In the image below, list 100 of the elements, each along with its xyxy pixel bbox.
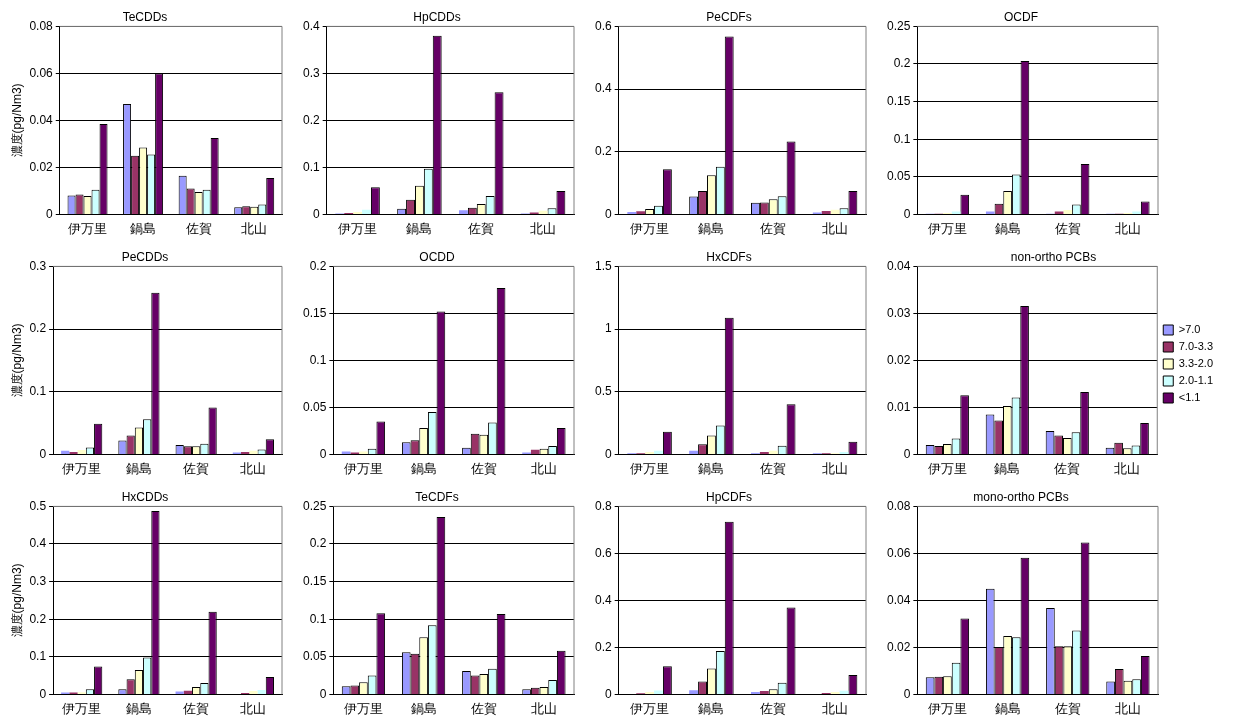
bar: [985, 211, 995, 214]
y-tick-label: 0.6: [594, 18, 612, 33]
x-tick-label: 北山: [822, 220, 849, 236]
y-tick-label: 0.05: [303, 649, 327, 664]
x-tick-label: 鍋島: [698, 220, 725, 236]
bar: [241, 451, 250, 454]
x-tick-label: 伊万里: [62, 460, 102, 476]
y-tick-label: 0.1: [893, 131, 911, 146]
y-axis-title: 濃度(pg/Nm3): [9, 323, 24, 398]
y-tick-label: 0: [903, 206, 911, 221]
x-tick-label: 鍋島: [125, 700, 152, 716]
bar: [759, 451, 769, 454]
bar: [175, 691, 184, 694]
x-tick-label: 伊万里: [62, 700, 102, 716]
chart-title: PeCDDs: [121, 249, 169, 264]
y-tick-label: 0.1: [309, 352, 327, 367]
x-tick-label: 北山: [822, 460, 849, 476]
x-tick-label: 北山: [530, 700, 557, 716]
y-tick-label: 0.15: [303, 573, 327, 588]
legend-label: 7.0-3.3: [1178, 340, 1213, 353]
bar: [636, 211, 646, 214]
y-tick-label: 0.1: [302, 159, 320, 174]
x-tick-label: 佐賀: [760, 220, 787, 236]
chart-title: HpCDFs: [705, 489, 753, 504]
y-tick-label: 0.05: [887, 169, 911, 184]
x-tick-label: 鍋島: [698, 700, 725, 716]
y-tick-label: 0.04: [887, 592, 911, 607]
y-tick-label: 0.2: [594, 144, 612, 159]
x-tick-label: 伊万里: [927, 460, 967, 476]
y-tick-label: 1.5: [594, 258, 612, 273]
y-tick-label: 0: [903, 446, 911, 461]
y-axis-title: 濃度(pg/Nm3): [9, 83, 24, 158]
y-tick-label: 0: [39, 686, 47, 701]
y-tick-label: 0.2: [29, 321, 47, 336]
bar: [359, 451, 368, 454]
y-tick-label: 1: [604, 321, 612, 336]
bar: [249, 691, 258, 694]
x-tick-label: 佐賀: [185, 220, 212, 236]
y-tick-label: 0: [604, 206, 612, 221]
x-tick-label: 佐賀: [183, 700, 210, 716]
chart-title: HpCDDs: [413, 9, 461, 24]
y-tick-label: 0.04: [887, 258, 911, 273]
x-tick-label: 伊万里: [343, 700, 383, 716]
y-tick-label: 0.06: [887, 545, 911, 560]
x-tick-label: 伊万里: [630, 220, 670, 236]
legend-label: >7.0: [1178, 323, 1201, 336]
bar: [77, 450, 86, 454]
y-tick-label: 0: [312, 206, 320, 221]
x-tick-label: 北山: [530, 460, 557, 476]
x-tick-label: 佐賀: [760, 460, 787, 476]
bar: [69, 451, 78, 454]
y-tick-label: 0.5: [29, 498, 47, 513]
y-tick-label: 0: [604, 686, 612, 701]
bar: [1063, 209, 1073, 214]
x-tick-label: 北山: [530, 220, 557, 236]
y-tick-label: 0.04: [29, 112, 54, 127]
x-tick-label: 伊万里: [630, 700, 670, 716]
chart-title: non-ortho PCBs: [1010, 249, 1097, 264]
y-tick-label: 0.25: [303, 498, 327, 513]
x-tick-label: 北山: [240, 700, 267, 716]
bar: [1054, 211, 1064, 214]
x-tick-label: 佐賀: [1054, 220, 1081, 236]
x-tick-label: 鍋島: [410, 700, 437, 716]
x-tick-label: 北山: [241, 220, 268, 236]
y-tick-label: 0.02: [887, 639, 911, 654]
x-tick-label: 鍋島: [994, 460, 1021, 476]
x-tick-label: 佐賀: [468, 220, 495, 236]
y-tick-label: 0.6: [594, 545, 612, 560]
chart-title: OCDD: [419, 249, 455, 264]
x-tick-label: 佐賀: [470, 700, 497, 716]
y-tick-label: 0.5: [594, 384, 612, 399]
y-tick-label: 0: [903, 686, 911, 701]
y-tick-label: 0.08: [29, 18, 54, 33]
chart-title: HxCDDs: [121, 489, 169, 504]
y-tick-label: 0.1: [309, 611, 327, 626]
x-tick-label: 佐賀: [1054, 700, 1081, 716]
x-tick-label: 鍋島: [698, 460, 725, 476]
y-tick-label: 0.2: [29, 611, 47, 626]
chart-title: HxCDFs: [706, 249, 752, 264]
y-tick-label: 0.1: [29, 384, 47, 399]
y-tick-label: 0.02: [887, 352, 911, 367]
y-tick-label: 0.02: [29, 159, 54, 174]
y-tick-label: 0.2: [309, 536, 327, 551]
y-tick-label: 0.4: [29, 536, 47, 551]
bar: [821, 210, 831, 214]
y-tick-label: 0.2: [893, 56, 911, 71]
bar: [530, 449, 540, 454]
x-tick-label: 伊万里: [343, 460, 383, 476]
x-tick-label: 伊万里: [68, 220, 108, 236]
legend-label: 3.3-2.0: [1178, 357, 1213, 370]
y-tick-label: 0.3: [29, 258, 47, 273]
chart-title: mono-ortho PCBs: [973, 489, 1069, 504]
x-tick-label: 北山: [1114, 220, 1141, 236]
x-tick-label: 鍋島: [994, 220, 1021, 236]
bar: [362, 209, 371, 214]
x-tick-label: 伊万里: [927, 700, 967, 716]
x-tick-label: 佐賀: [470, 460, 497, 476]
bar: [830, 209, 840, 214]
y-tick-label: 0.2: [309, 258, 327, 273]
chart-title: TeCDFs: [415, 489, 459, 504]
